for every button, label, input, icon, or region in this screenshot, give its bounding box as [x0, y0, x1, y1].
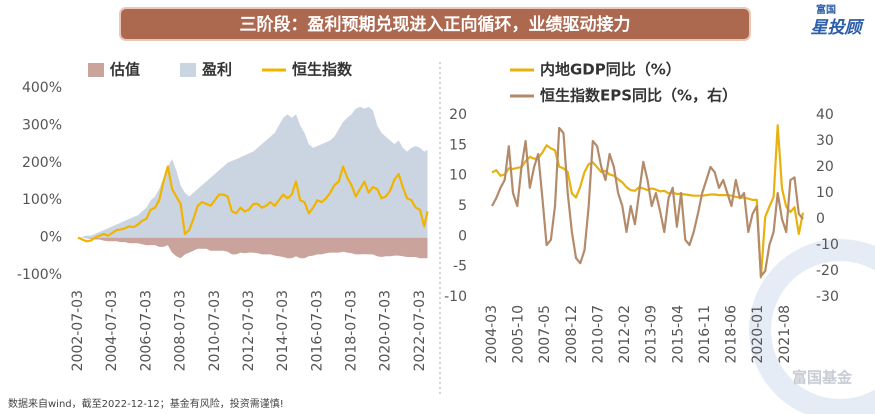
legend-label: 恒生指数EPS同比（%，右） — [540, 87, 737, 105]
title-band — [119, 7, 751, 41]
y-tick-label: 0% — [40, 230, 62, 246]
x-tick-label: 2018-07-03 — [344, 290, 360, 371]
legend-label: 恒生指数 — [292, 61, 353, 79]
y-tick-label: 0 — [816, 211, 825, 227]
x-tick-label: 2016-11 — [697, 305, 713, 364]
x-tick-label: 2016-07-03 — [309, 290, 325, 371]
area — [78, 106, 428, 238]
y-tick-label: 5 — [458, 198, 467, 214]
y-tick-label: -10 — [816, 237, 839, 253]
x-tick-label: 2004-03 — [484, 305, 500, 364]
y-tick-label: -5 — [453, 259, 467, 275]
x-tick-label: 2020-01 — [750, 305, 766, 364]
x-tick-label: 2014-07-03 — [275, 290, 291, 371]
x-tick-label: 2005-10 — [511, 305, 527, 364]
y-tick-label: 100% — [22, 192, 62, 208]
y-tick-label: 400% — [22, 80, 62, 96]
x-tick-label: 2008-07-03 — [173, 290, 189, 371]
legend-swatch — [180, 63, 196, 77]
watermark: 富国基金 — [792, 369, 853, 387]
y-tick-label: -100% — [17, 267, 62, 283]
logo-top: 富国 — [816, 3, 836, 16]
y-tick-label: 15 — [449, 137, 467, 153]
y-tick-label: 20 — [449, 107, 467, 123]
legend-swatch — [88, 63, 104, 77]
title: 三阶段：盈利预期兑现进入正向循环，业绩驱动接力 — [240, 14, 631, 35]
x-tick-label: 2007-05 — [537, 305, 553, 364]
x-tick-label: 2015-04 — [670, 305, 686, 364]
y-tick-label: 40 — [816, 107, 834, 123]
logo-main: 星投顾 — [811, 18, 865, 38]
legend-label: 盈利 — [201, 61, 232, 79]
x-tick-label: 2006-07-03 — [138, 290, 154, 371]
line — [491, 124, 805, 279]
y-tick-label: -30 — [816, 289, 839, 305]
x-tick-label: 2004-07-03 — [104, 290, 120, 371]
x-tick-label: 2010-07 — [590, 305, 606, 364]
legend-label: 估值 — [109, 61, 140, 79]
x-tick-label: 2013-09 — [644, 305, 660, 364]
footer: 数据来自wind，截至2022-12-12；基金有风险，投资需谨慎! — [8, 397, 284, 410]
y-tick-label: -20 — [816, 263, 839, 279]
x-tick-label: 2020-07-03 — [378, 290, 394, 371]
y-tick-label: 20 — [816, 159, 834, 175]
y-tick-label: 30 — [816, 133, 834, 149]
y-tick-label: 300% — [22, 117, 62, 133]
y-tick-label: 200% — [22, 155, 62, 171]
x-tick-label: 2010-07-03 — [207, 290, 223, 371]
line — [491, 126, 804, 278]
x-tick-label: 2021-08 — [777, 305, 793, 364]
y-tick-label: -10 — [444, 289, 467, 305]
legend-label: 内地GDP同比（%） — [540, 61, 681, 79]
y-tick-label: 0 — [458, 228, 467, 244]
x-tick-label: 2002-07-03 — [70, 290, 86, 371]
x-tick-label: 2022-07-03 — [412, 290, 428, 371]
line — [77, 165, 429, 243]
x-tick-label: 2012-07-03 — [241, 290, 257, 371]
y-tick-label: 10 — [449, 168, 467, 184]
x-tick-label: 2018-06 — [724, 305, 740, 364]
area — [78, 237, 428, 259]
x-tick-label: 2012-02 — [617, 305, 633, 364]
x-tick-label: 2008-12 — [564, 305, 580, 364]
y-tick-label: 10 — [816, 185, 834, 201]
watermark-ring — [749, 239, 875, 414]
